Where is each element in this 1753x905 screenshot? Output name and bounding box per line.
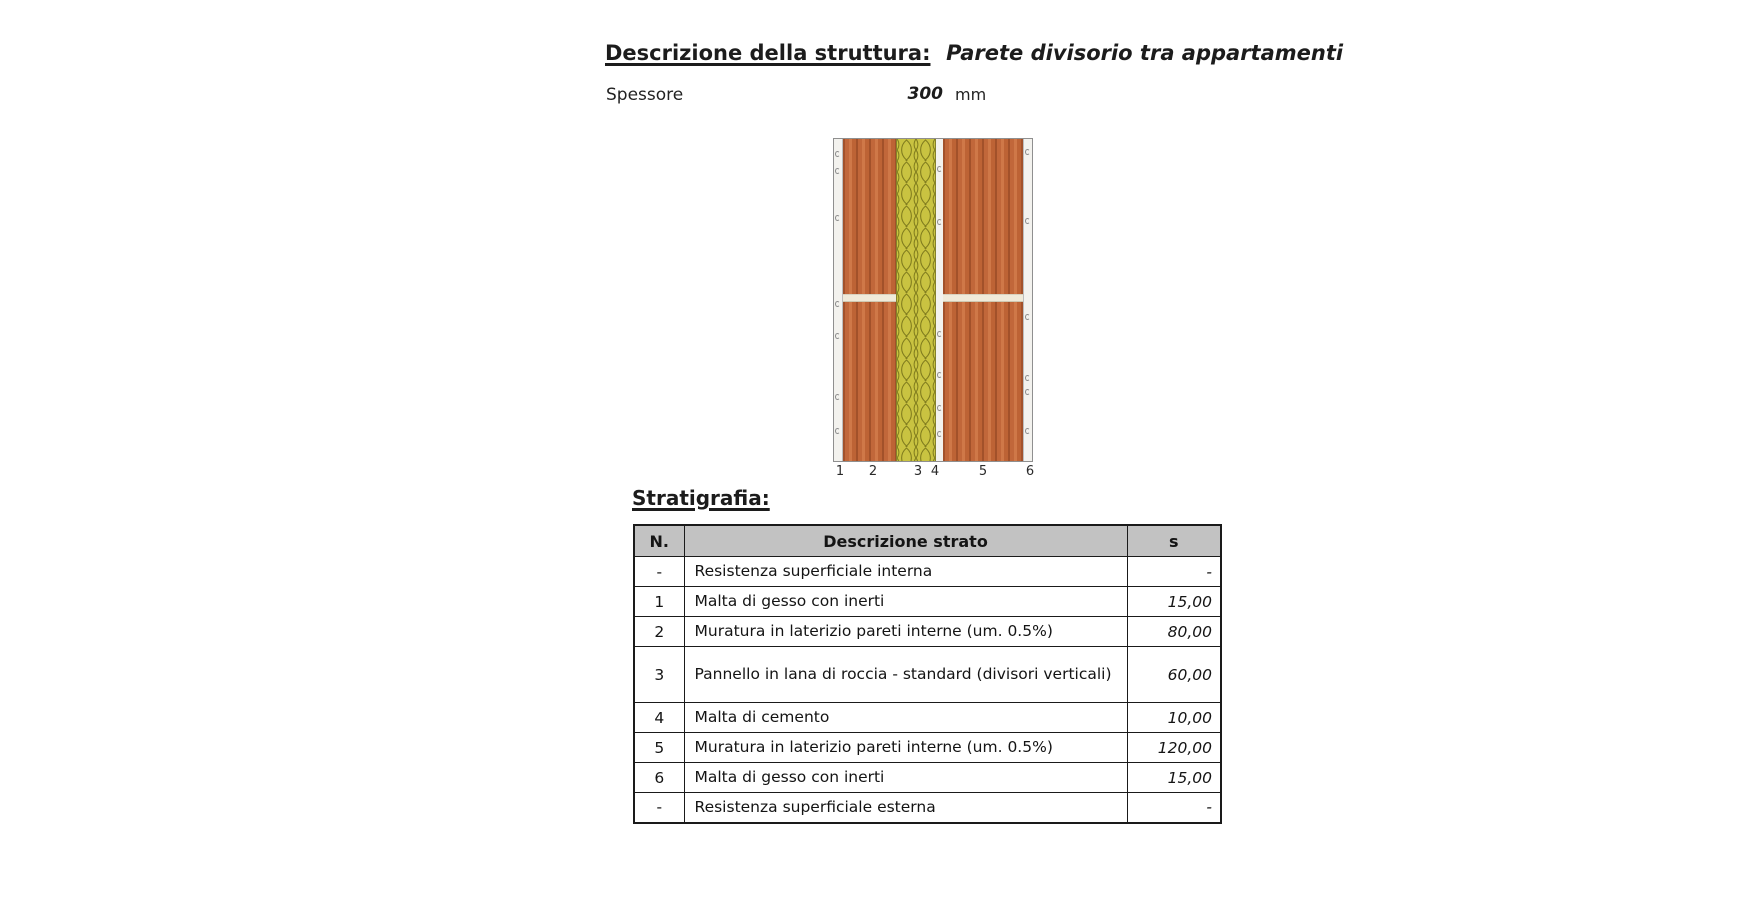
plaster-hook-icon bbox=[937, 431, 942, 437]
stratigraphy-heading: Stratigrafia: bbox=[632, 486, 770, 510]
plaster-hook-icon bbox=[835, 428, 840, 434]
layer-plaster-outer bbox=[1023, 139, 1032, 461]
column-header-description: Descrizione strato bbox=[683, 524, 1128, 557]
layer-number-cell: - bbox=[633, 556, 685, 587]
layer-mortar-cement bbox=[936, 139, 943, 461]
plaster-hook-icon bbox=[835, 301, 840, 307]
layer-number-label: 1 bbox=[835, 464, 845, 479]
wall-section-diagram bbox=[833, 138, 1033, 462]
layer-thickness-cell: 15,00 bbox=[1126, 762, 1222, 793]
plaster-hook-icon bbox=[835, 215, 840, 221]
table-row: 5 Muratura in laterizio pareti interne (u… bbox=[633, 732, 1222, 763]
table-row: 6 Malta di gesso con inerti 15,00 bbox=[633, 762, 1222, 793]
layer-number-cell: - bbox=[633, 792, 685, 823]
layer-number-label: 3 bbox=[913, 464, 923, 479]
plaster-hook-icon bbox=[1025, 375, 1030, 381]
plaster-hook-icon bbox=[1025, 389, 1030, 395]
table-row: - Resistenza superficiale interna - bbox=[633, 556, 1222, 587]
layer-thickness-cell: 10,00 bbox=[1126, 702, 1222, 733]
insulation-hatch bbox=[897, 139, 935, 461]
plaster-hook-icon bbox=[937, 331, 942, 337]
layer-description-cell: Malta di cemento bbox=[683, 702, 1128, 733]
layer-thickness-cell: - bbox=[1126, 556, 1222, 587]
layer-number-label: 6 bbox=[1025, 464, 1035, 479]
layer-number-cell: 6 bbox=[633, 762, 685, 793]
table-row: - Resistenza superficiale esterna - bbox=[633, 792, 1222, 823]
table-header-row: N. Descrizione strato s bbox=[633, 524, 1222, 557]
layer-thickness-cell: 60,00 bbox=[1126, 646, 1222, 703]
layer-description-cell: Muratura in laterizio pareti interne (um… bbox=[683, 732, 1128, 763]
layer-description-cell: Resistenza superficiale esterna bbox=[683, 792, 1128, 823]
plaster-hook-icon bbox=[835, 151, 840, 157]
column-header-s: s bbox=[1126, 524, 1222, 557]
plaster-hook-icon bbox=[1025, 149, 1030, 155]
plaster-hook-icon bbox=[1025, 314, 1030, 320]
layer-number-cell: 5 bbox=[633, 732, 685, 763]
stratigraphy-table: N. Descrizione strato s - Resistenza supe… bbox=[633, 524, 1222, 824]
plaster-hook-icon bbox=[937, 405, 942, 411]
table-row: 3 Pannello in lana di roccia - standard (… bbox=[633, 646, 1222, 703]
structure-description-label: Descrizione della struttura: bbox=[605, 41, 931, 65]
column-header-n: N. bbox=[633, 524, 685, 557]
layer-plaster-inner bbox=[834, 139, 843, 461]
mortar-joint-band bbox=[943, 295, 1023, 301]
page-title: Descrizione della struttura: Parete divi… bbox=[605, 40, 1343, 66]
plaster-hook-icon bbox=[937, 166, 942, 172]
layer-number-label: 5 bbox=[978, 464, 988, 479]
layer-number-cell: 2 bbox=[633, 616, 685, 647]
layer-description-cell: Malta di gesso con inerti bbox=[683, 762, 1128, 793]
plaster-hook-icon bbox=[937, 372, 942, 378]
thickness-unit: mm bbox=[955, 85, 987, 104]
structure-description-value: Parete divisorio tra appartamenti bbox=[946, 41, 1344, 65]
layer-thickness-cell: 120,00 bbox=[1126, 732, 1222, 763]
layer-insulation bbox=[896, 139, 936, 461]
layer-number-label: 2 bbox=[868, 464, 878, 479]
thickness-value: 300 bbox=[907, 84, 944, 104]
layer-thickness-cell: 15,00 bbox=[1126, 586, 1222, 617]
table-row: 2 Muratura in laterizio pareti interne (u… bbox=[633, 616, 1222, 647]
mortar-joint-band bbox=[843, 295, 896, 301]
plaster-hook-icon bbox=[835, 333, 840, 339]
plaster-hook-icon bbox=[937, 219, 942, 225]
plaster-hook-icon bbox=[835, 168, 840, 174]
plaster-hook-icon bbox=[835, 394, 840, 400]
layer-number-cell: 1 bbox=[633, 586, 685, 617]
plaster-hook-icon bbox=[1025, 428, 1030, 434]
layer-thickness-cell: 80,00 bbox=[1126, 616, 1222, 647]
layer-description-cell: Malta di gesso con inerti bbox=[683, 586, 1128, 617]
table-row: 1 Malta di gesso con inerti 15,00 bbox=[633, 586, 1222, 617]
thickness-label: Spessore bbox=[606, 85, 684, 105]
layer-number-cell: 3 bbox=[633, 646, 685, 703]
layer-description-cell: Muratura in laterizio pareti interne (um… bbox=[683, 616, 1128, 647]
layer-brick-outer bbox=[943, 139, 1023, 461]
layer-number-cell: 4 bbox=[633, 702, 685, 733]
layer-description-cell: Resistenza superficiale interna bbox=[683, 556, 1128, 587]
layer-description-cell: Pannello in lana di roccia - standard (d… bbox=[683, 646, 1128, 703]
layer-number-label: 4 bbox=[930, 464, 940, 479]
layer-brick-inner bbox=[843, 139, 896, 461]
plaster-hook-icon bbox=[1025, 218, 1030, 224]
layer-thickness-cell: - bbox=[1126, 792, 1222, 823]
table-row: 4 Malta di cemento 10,00 bbox=[633, 702, 1222, 733]
